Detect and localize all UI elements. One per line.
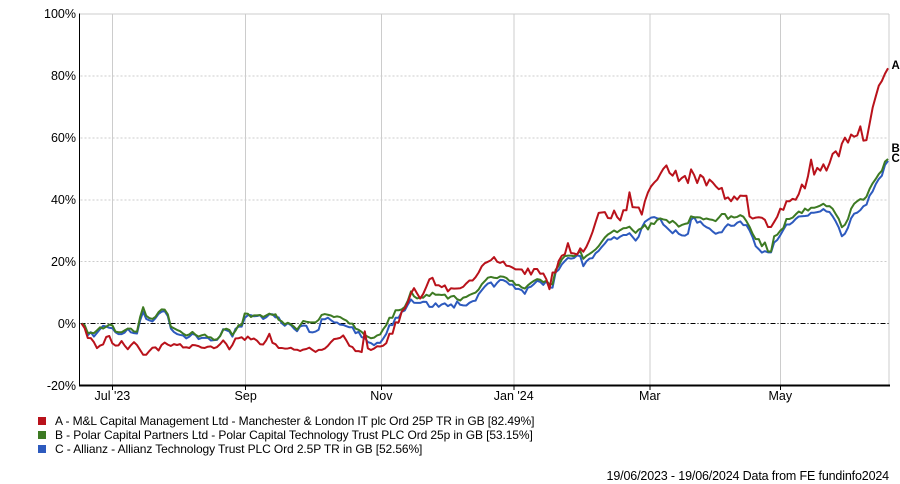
legend-swatch-c: [38, 444, 46, 453]
legend-label: B - Polar Capital Partners Ltd - Polar C…: [55, 427, 533, 442]
x-tick-label: May: [768, 388, 793, 403]
y-tick-label: -20%: [46, 378, 76, 393]
x-tick-label: Jan '24: [493, 388, 534, 403]
date-range-and-source: 19/06/2023 - 19/06/2024 Data from FE fun…: [606, 468, 890, 483]
series-end-label-b: B: [891, 142, 900, 155]
y-tick-label: 60%: [50, 130, 76, 145]
series-line-c: [80, 160, 889, 347]
legend-label: C - Allianz - Allianz Technology Trust P…: [55, 441, 423, 456]
y-tick-label: 100%: [44, 7, 76, 21]
y-tick-label: 40%: [50, 192, 76, 207]
x-tick-label: Nov: [370, 388, 393, 403]
y-tick-label: 20%: [50, 254, 76, 269]
y-tick-label: 0%: [57, 316, 76, 331]
series-line-b: [81, 158, 889, 341]
x-tick-label: Jul '23: [94, 388, 131, 403]
legend-label: A - M&L Capital Management Ltd - Manches…: [55, 414, 535, 428]
x-tick-label: Mar: [639, 388, 661, 403]
legend-swatch-b: [38, 430, 46, 439]
series-line-a: [80, 67, 889, 356]
series-end-label-a: A: [891, 60, 900, 73]
series-end-label-c: C: [891, 152, 900, 165]
legend-swatch-a: [38, 417, 46, 425]
x-tick-label: Sep: [234, 388, 257, 403]
y-tick-label: 80%: [50, 68, 76, 83]
